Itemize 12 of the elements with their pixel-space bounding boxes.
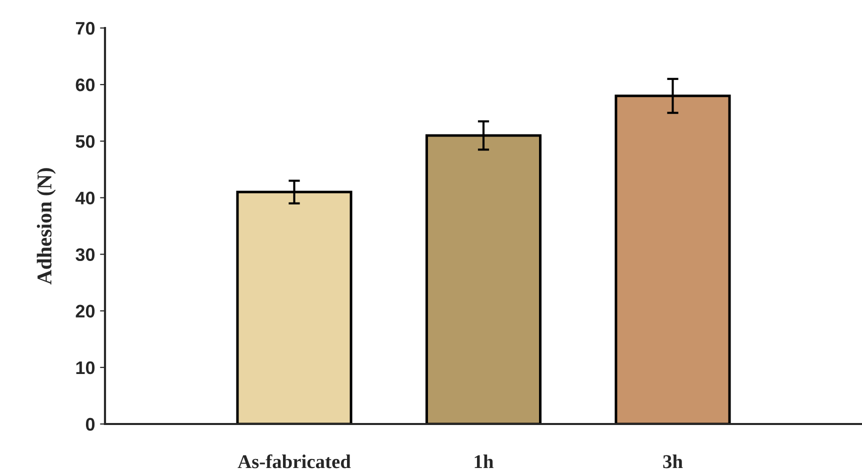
y-tick-label: 40 — [75, 192, 95, 204]
y-tick-label: 10 — [76, 361, 95, 374]
x-tick-label: 1h — [474, 454, 494, 468]
y-axis-title: Adhesion (N) — [36, 168, 56, 285]
y-tick-label: 60 — [76, 78, 95, 92]
y-tick-label: 30 — [76, 248, 95, 262]
y-tick-label: 20 — [76, 304, 95, 318]
x-tick-label: As-fabricated — [238, 454, 351, 468]
x-tick-label: 3h — [663, 454, 683, 468]
y-tick-label: 50 — [76, 135, 95, 148]
y-tick-label: 0 — [86, 418, 95, 431]
y-tick-label: 70 — [76, 22, 95, 35]
